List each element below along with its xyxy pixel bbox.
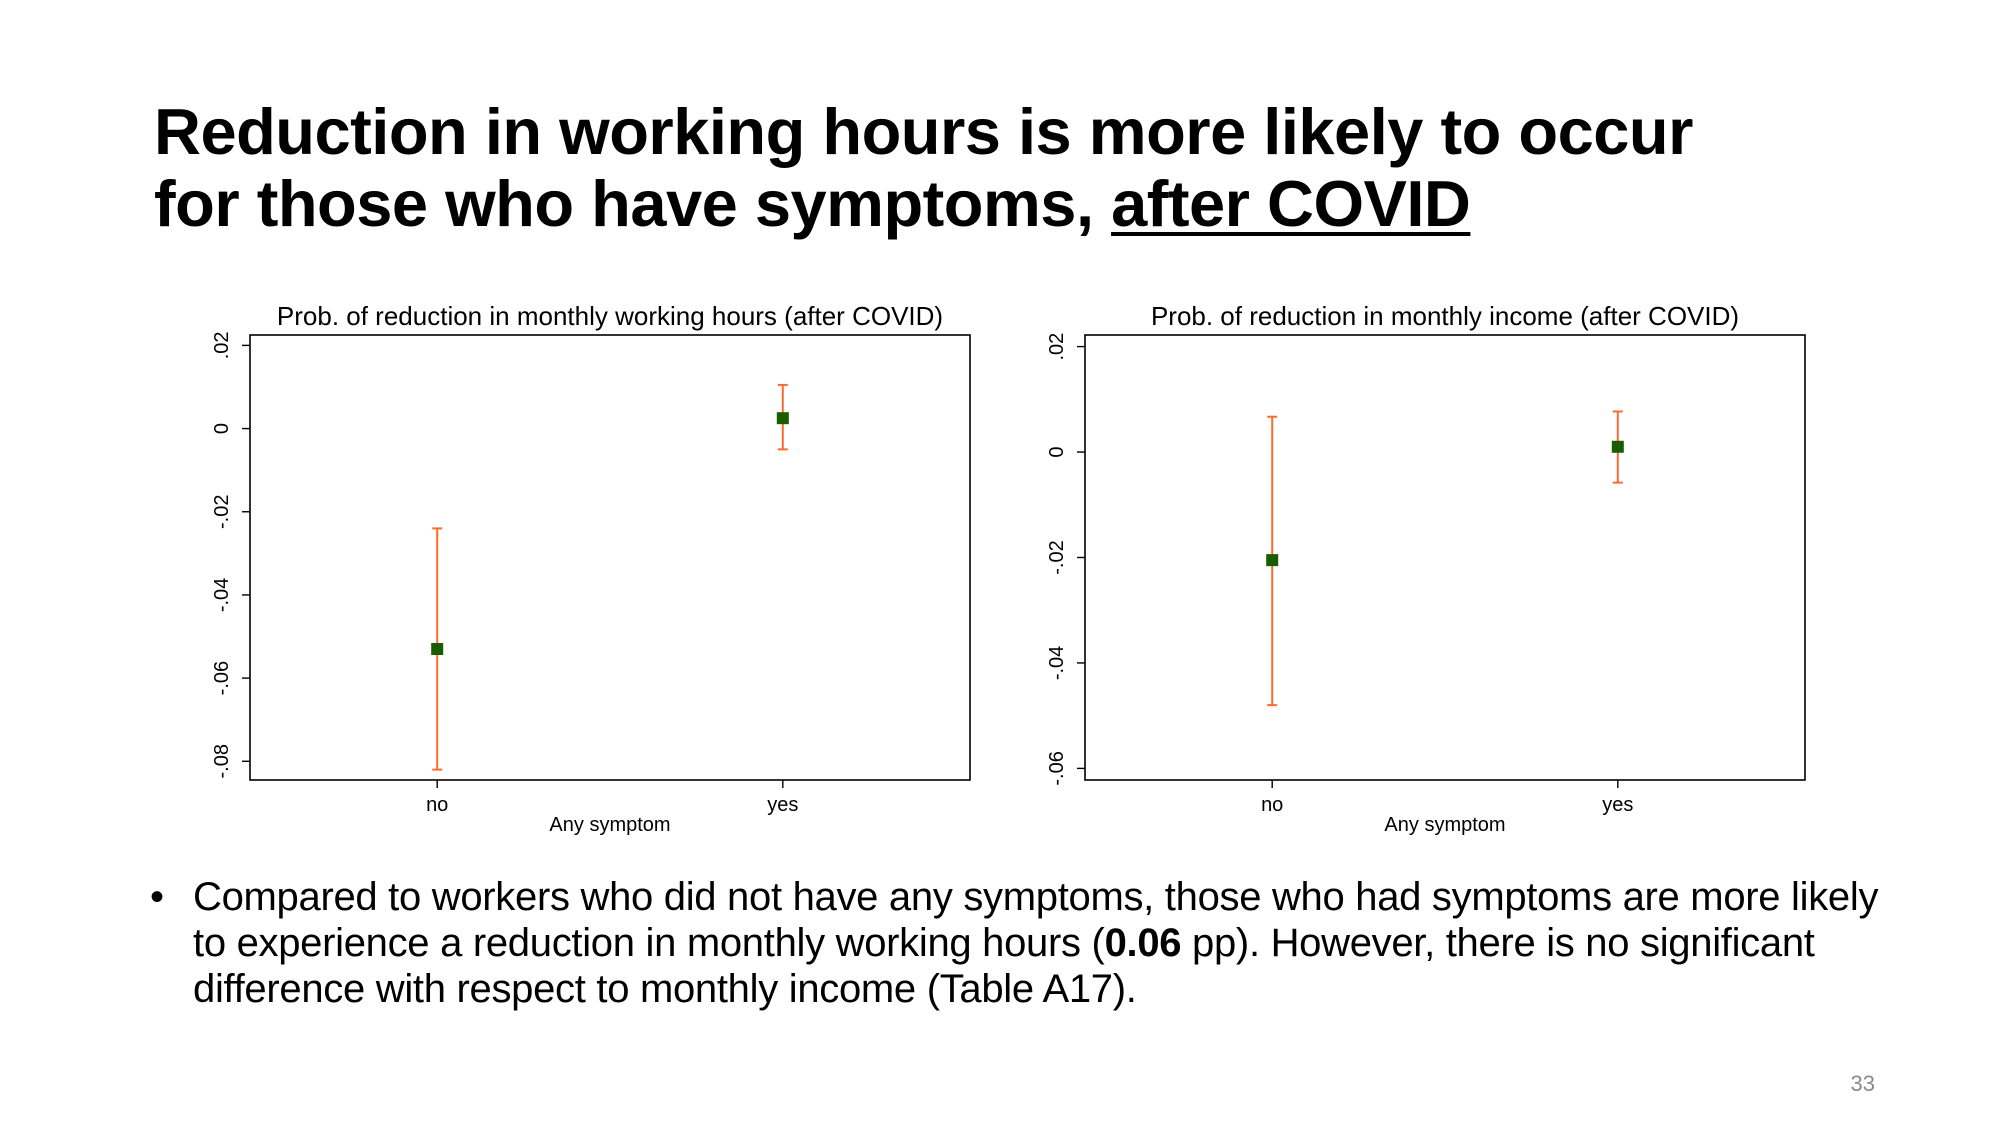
y-tick-label: 0 xyxy=(1046,446,1068,457)
slide-title-line-2-prefix: for those who have symptoms, xyxy=(154,167,1112,240)
chart-working-hours: Prob. of reduction in monthly working ho… xyxy=(211,301,971,836)
chart-title: Prob. of reduction in monthly working ho… xyxy=(277,301,943,331)
slide-title-line-2: for those who have symptoms, after COVID xyxy=(154,168,1914,240)
chart-monthly-income: Prob. of reduction in monthly income (af… xyxy=(1046,301,1806,836)
point-estimate xyxy=(431,642,444,655)
y-tick-label: -.04 xyxy=(1046,646,1068,680)
point-estimate xyxy=(776,412,789,425)
y-tick-label: 0 xyxy=(211,423,233,434)
point-estimate xyxy=(1266,554,1279,567)
bullet-list: • Compared to workers who did not have an… xyxy=(150,874,1910,1012)
chart-title: Prob. of reduction in monthly income (af… xyxy=(1151,301,1739,331)
x-axis-label: Any symptom xyxy=(1384,814,1505,836)
slide-title: Reduction in working hours is more likel… xyxy=(154,96,1914,240)
y-tick-label: -.06 xyxy=(211,661,233,695)
y-tick-label: -.02 xyxy=(211,495,233,529)
x-tick-label: yes xyxy=(767,794,798,816)
point-estimate xyxy=(1611,440,1624,453)
y-tick-label: -.08 xyxy=(211,744,233,778)
y-tick-label: -.04 xyxy=(211,578,233,612)
page-number: 33 xyxy=(1850,1071,1875,1096)
y-tick-label: -.06 xyxy=(1046,751,1068,785)
slide-title-emphasis: after COVID xyxy=(1111,167,1471,240)
y-tick-label: -.02 xyxy=(1046,540,1068,574)
x-axis-label: Any symptom xyxy=(549,814,670,836)
x-tick-label: no xyxy=(426,794,448,816)
plot-frame xyxy=(1084,334,1806,781)
bullet-text-before: Compared to workers who did not have any… xyxy=(193,875,1879,965)
bullet-item: • Compared to workers who did not have an… xyxy=(150,874,1910,1012)
slide-title-line-1: Reduction in working hours is more likel… xyxy=(154,95,1693,168)
x-tick-label: yes xyxy=(1602,794,1633,816)
bullet-text-after: pp). However, there is no significant di… xyxy=(193,921,1815,1011)
bullet-bold-value: 0.06 xyxy=(1104,921,1182,965)
x-tick-label: no xyxy=(1261,794,1283,816)
plot-frame xyxy=(249,334,971,781)
bullet-dot-icon: • xyxy=(150,875,164,919)
y-tick-label: .02 xyxy=(1046,333,1068,361)
y-tick-label: .02 xyxy=(211,331,233,359)
